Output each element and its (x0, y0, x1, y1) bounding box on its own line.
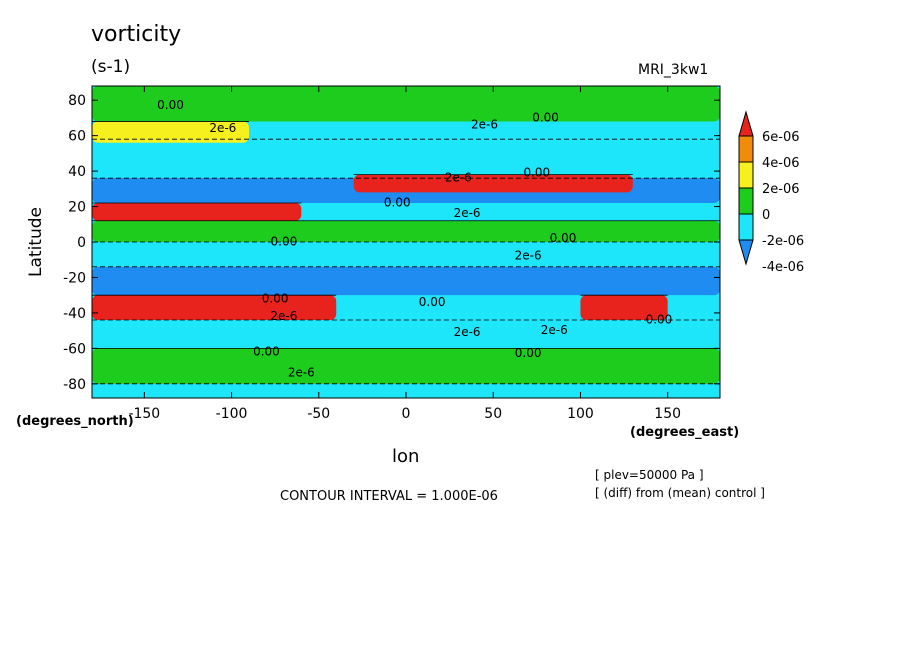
y-axis-units: (degrees_north) (16, 414, 134, 429)
heatmap-field (92, 86, 720, 398)
contour-label-0: 0.00 (157, 98, 184, 112)
field-band-10 (353, 174, 633, 193)
y-tick-label-2: -40 (63, 306, 86, 322)
field-band-12 (92, 121, 249, 143)
y-axis-ticks: -80 -60 -40 -20 0 20 40 60 80 (63, 93, 720, 393)
contour-label-14: 2e-6 (454, 325, 481, 339)
x-tick-label-3: 0 (402, 406, 411, 422)
model-label: MRI_3kw1 (638, 62, 709, 78)
x-tick-label-4: 50 (484, 406, 502, 422)
contour-label-16: 0.00 (515, 346, 542, 360)
contour-label-1: 2e-6 (209, 121, 236, 135)
y-tick-label-1: -60 (63, 341, 86, 357)
field-band-13 (92, 86, 720, 122)
contour-label-layer: 0.00 2e-6 2e-6 0.00 2e-6 0.00 2e-6 0.00 0.00 0.00… (157, 98, 672, 380)
contour-label-13: 0.00 (419, 295, 446, 309)
y-tick-label-7: 60 (68, 129, 86, 145)
field-band-6 (92, 242, 720, 267)
contour-label-15: 2e-6 (541, 323, 568, 337)
field-band-4 (580, 295, 668, 320)
x-axis-ticks: -150 -100 -50 0 50 100 150 (128, 86, 681, 422)
x-tick-label-6: 150 (654, 406, 681, 422)
contour-label-18: 2e-6 (288, 366, 315, 380)
field-band-2 (92, 320, 720, 349)
difference-note: [ (diff) from (mean) control ] (595, 486, 765, 500)
colorbar-segment-3 (738, 187, 754, 215)
colorbar-segment-4 (738, 213, 754, 241)
x-axis-label: lon (392, 446, 420, 467)
contour-label-3: 0.00 (532, 110, 559, 124)
field-band-5 (92, 266, 720, 296)
pressure-level-note: [ plev=50000 Pa ] (595, 468, 704, 482)
x-tick-label-2: -50 (307, 406, 330, 422)
field-band-8 (92, 203, 302, 221)
y-tick-label-6: 40 (68, 164, 86, 180)
contour-label-6: 2e-6 (454, 206, 481, 220)
colorbar-label-0: 6e-06 (762, 130, 800, 145)
colorbar-label-3: 0 (762, 208, 770, 223)
contour-label-9: 0.00 (550, 231, 577, 245)
contour-label-19: 0.00 (646, 313, 673, 327)
y-tick-label-8: 80 (68, 93, 86, 109)
colorbar: 6e-06 4e-06 2e-06 0 -2e-06 -4e-06 (738, 110, 804, 275)
colorbar-label-4: -2e-06 (762, 234, 804, 249)
colorbar-arrow-bottom (738, 239, 754, 266)
contour-interval-note: CONTOUR INTERVAL = 1.000E-06 (280, 489, 498, 504)
colorbar-label-2: 2e-06 (762, 182, 800, 197)
contour-label-11: 0.00 (262, 291, 289, 305)
contour-label-8: 0.00 (271, 235, 298, 249)
contour-label-7: 0.00 (523, 165, 550, 179)
colorbar-label-1: 4e-06 (762, 156, 800, 171)
contour-label-4: 2e-6 (445, 171, 472, 185)
field-band-7 (92, 220, 720, 242)
colorbar-arrow-top (738, 110, 754, 137)
contour-label-17: 0.00 (253, 344, 280, 358)
field-band-0 (92, 383, 720, 398)
contour-label-10: 2e-6 (515, 249, 542, 263)
y-tick-label-5: 20 (68, 200, 86, 216)
field-band-1 (92, 348, 720, 384)
field-band-11 (92, 139, 720, 172)
contour-label-12: 2e-6 (270, 309, 297, 323)
x-tick-label-5: 100 (567, 406, 594, 422)
chart-subtitle-units: (s-1) (91, 57, 131, 77)
contour-label-2: 2e-6 (471, 118, 498, 132)
field-band-3 (92, 295, 337, 320)
contour-label-5: 0.00 (384, 196, 411, 210)
chart-title: vorticity (91, 22, 182, 47)
x-axis-units: (degrees_east) (630, 425, 740, 440)
y-tick-label-4: 0 (77, 235, 86, 251)
colorbar-segment-1 (738, 135, 754, 163)
colorbar-label-5: -4e-06 (762, 260, 804, 275)
x-tick-label-1: -100 (216, 406, 248, 422)
y-tick-label-3: -20 (63, 270, 86, 286)
x-tick-label-0: -150 (128, 406, 160, 422)
colorbar-segment-2 (738, 161, 754, 189)
y-tick-label-0: -80 (63, 377, 86, 393)
